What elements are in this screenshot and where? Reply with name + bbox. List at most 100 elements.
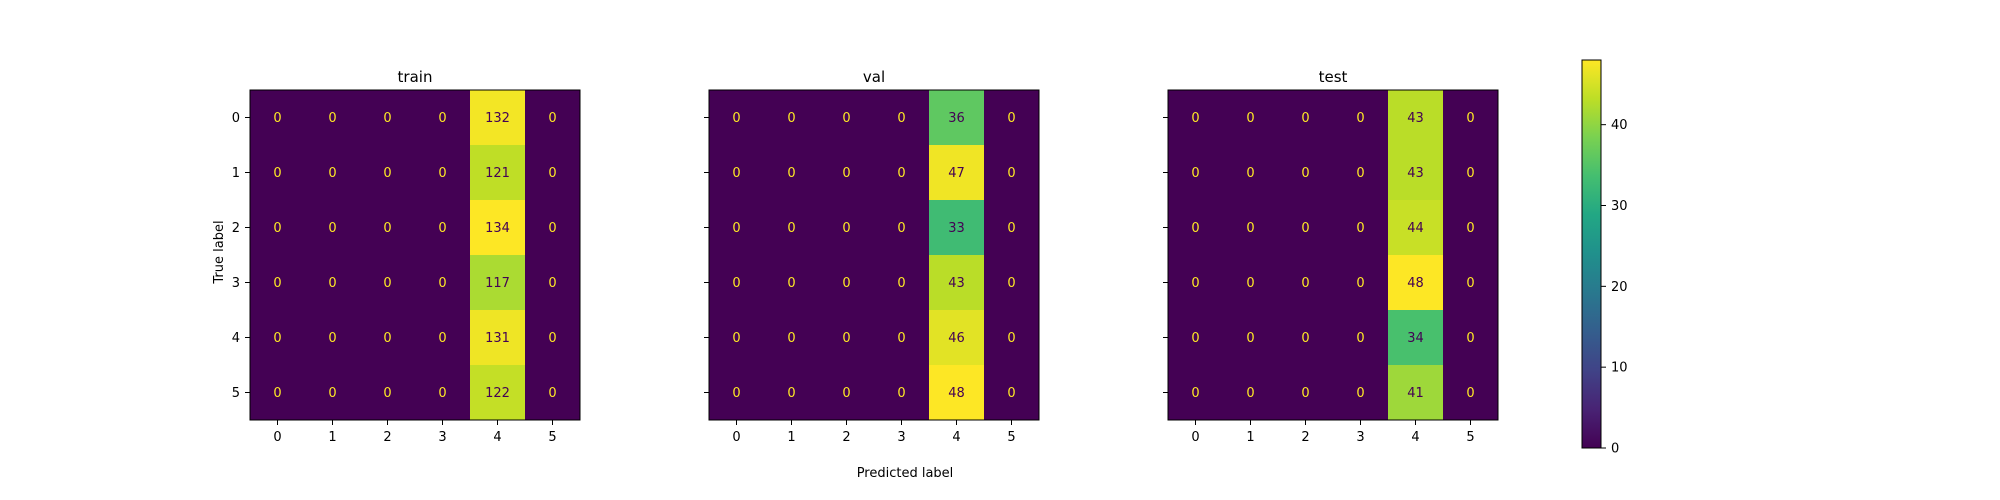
- cell-value-label: 0: [1246, 276, 1254, 291]
- heatmap-cell: [250, 200, 306, 256]
- x-tick-label: 1: [328, 430, 336, 445]
- heatmap-cell: [874, 145, 930, 201]
- cell-value-label: 0: [1191, 331, 1199, 346]
- cell-value-label: 0: [1301, 166, 1309, 181]
- cell-value-label: 0: [787, 166, 795, 181]
- heatmap-cell: [984, 90, 1040, 146]
- cell-value-label: 0: [1301, 111, 1309, 126]
- heatmap-cell: [819, 200, 875, 256]
- cell-value-label: 134: [485, 221, 510, 236]
- cell-value-label: 131: [485, 331, 510, 346]
- cell-value-label: 0: [1246, 331, 1254, 346]
- cell-value-label: 0: [897, 386, 905, 401]
- heatmap-cell: [470, 365, 526, 421]
- heatmap-cell: [874, 255, 930, 311]
- cell-value-label: 0: [383, 386, 391, 401]
- heatmap-cell: [415, 90, 471, 146]
- heatmap-cell: [1278, 145, 1334, 201]
- cell-value-label: 0: [273, 111, 281, 126]
- cell-value-label: 33: [948, 221, 965, 236]
- y-tick-label: 2: [232, 221, 240, 236]
- cell-value-label: 0: [897, 331, 905, 346]
- heatmap-cell: [305, 310, 361, 366]
- cell-value-label: 0: [1466, 331, 1474, 346]
- cell-value-label: 0: [842, 276, 850, 291]
- cell-value-label: 0: [842, 111, 850, 126]
- heatmap-cell: [1388, 255, 1444, 311]
- heatmap-cell: [1388, 200, 1444, 256]
- colorbar-frame: [1581, 59, 1602, 449]
- cell-value-label: 43: [948, 276, 965, 291]
- heatmap-cell: [250, 255, 306, 311]
- cell-value-label: 0: [1356, 166, 1364, 181]
- heatmap-cell: [929, 145, 985, 201]
- x-tick-label: 3: [438, 430, 446, 445]
- heatmap-cell: [874, 310, 930, 366]
- cell-value-label: 0: [842, 331, 850, 346]
- heatmap-cell: [709, 310, 765, 366]
- heatmap-cell: [709, 365, 765, 421]
- heatmap-cell: [305, 200, 361, 256]
- cell-value-label: 0: [897, 111, 905, 126]
- cell-value-label: 0: [548, 331, 556, 346]
- cell-value-label: 0: [273, 386, 281, 401]
- cell-value-label: 0: [1466, 386, 1474, 401]
- heatmap-cell: [1168, 255, 1224, 311]
- y-tick-label: 5: [232, 386, 240, 401]
- x-tick-label: 0: [1191, 430, 1199, 445]
- cell-value-label: 0: [548, 166, 556, 181]
- cell-value-label: 0: [732, 331, 740, 346]
- heatmap-cell: [415, 255, 471, 311]
- heatmap-cell: [415, 200, 471, 256]
- cell-value-label: 44: [1407, 221, 1424, 236]
- colorbar-tick-label: 40: [1611, 118, 1628, 133]
- cell-value-label: 0: [1466, 276, 1474, 291]
- cell-value-label: 0: [1191, 386, 1199, 401]
- heatmap-cell: [415, 365, 471, 421]
- cell-value-label: 41: [1407, 386, 1424, 401]
- heatmap-cell: [250, 310, 306, 366]
- cell-value-label: 0: [438, 276, 446, 291]
- colorbar-tick-label: 10: [1611, 361, 1628, 376]
- heatmap-cell: [984, 310, 1040, 366]
- cell-value-label: 43: [1407, 166, 1424, 181]
- cell-value-label: 0: [273, 276, 281, 291]
- cell-value-label: 0: [383, 276, 391, 291]
- heatmap-cell: [1443, 255, 1499, 311]
- heatmap-cell: [1388, 90, 1444, 146]
- cell-value-label: 0: [548, 221, 556, 236]
- cell-value-label: 0: [1191, 166, 1199, 181]
- heatmap-cell: [1388, 365, 1444, 421]
- heatmap-cell: [1168, 90, 1224, 146]
- cell-value-label: 0: [732, 276, 740, 291]
- heatmap-cell: [929, 310, 985, 366]
- cell-value-label: 0: [787, 221, 795, 236]
- heatmap-cell: [415, 145, 471, 201]
- heatmap-cell: [1223, 365, 1279, 421]
- heatmap-cell: [305, 365, 361, 421]
- heatmap-cell: [709, 90, 765, 146]
- cell-value-label: 0: [1466, 221, 1474, 236]
- cell-value-label: 0: [787, 386, 795, 401]
- heatmap-cell: [764, 200, 820, 256]
- panel-title: val: [863, 68, 885, 86]
- cell-value-label: 0: [1246, 386, 1254, 401]
- cell-value-label: 0: [383, 221, 391, 236]
- heatmap-cell: [874, 200, 930, 256]
- heatmap-cell: [1278, 365, 1334, 421]
- heatmap-cell: [525, 90, 581, 146]
- heatmap-cell: [1333, 200, 1389, 256]
- heatmap-cell: [525, 200, 581, 256]
- heatmap-cell: [470, 255, 526, 311]
- heatmap-cell: [1333, 90, 1389, 146]
- cell-value-label: 0: [897, 166, 905, 181]
- heatmap-cell: [1333, 310, 1389, 366]
- heatmap-cell: [764, 145, 820, 201]
- heatmap-cell: [1278, 200, 1334, 256]
- heatmap-cell: [709, 255, 765, 311]
- cell-value-label: 0: [1466, 111, 1474, 126]
- cell-value-label: 0: [1007, 221, 1015, 236]
- heatmap-cell: [929, 200, 985, 256]
